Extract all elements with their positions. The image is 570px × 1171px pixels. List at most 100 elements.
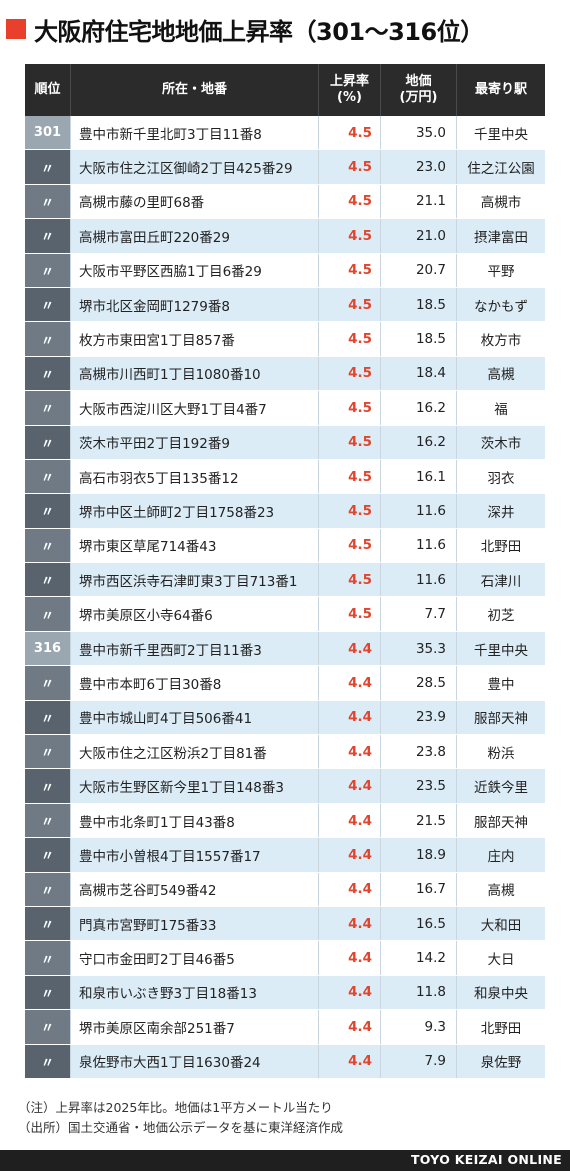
rate-cell: 4.5 [319,322,381,356]
address-cell: 大阪市西淀川区大野1丁目4番7 [71,391,319,425]
rate-cell: 4.5 [319,356,381,391]
price-cell: 18.5 [381,287,457,322]
header-rank: 順位 [25,64,71,116]
station-cell: 大日 [457,941,545,975]
table-row: 〃大阪市住之江区粉浜2丁目81番 4.4 23.8 粉浜 [25,735,545,770]
table-row: 〃茨木市平田2丁目192番9 4.5 16.2 茨木市 [25,425,545,460]
station-cell: 豊中 [457,666,545,700]
header-rate-line2: (%) [337,90,362,105]
price-cell: 23.8 [381,735,457,769]
station-cell: 高槻市 [457,184,545,219]
address-cell: 堺市東区草尾714番43 [71,528,319,563]
rate-cell: 4.5 [319,391,381,425]
price-cell: 7.7 [381,597,457,631]
station-cell: 高槻 [457,872,545,906]
station-cell: 摂津富田 [457,219,545,253]
rank-cell: 〃 [25,769,71,803]
price-cell: 23.0 [381,150,457,184]
price-cell: 21.0 [381,219,457,253]
header-rate-line1: 上昇率 [329,74,369,89]
rate-cell: 4.4 [319,631,381,666]
station-cell: 高槻 [457,356,545,391]
address-cell: 豊中市城山町4丁目506番41 [71,700,319,735]
price-cell: 16.2 [381,425,457,459]
station-cell: なかもず [457,287,545,322]
table-row: 〃堺市中区土師町2丁目1758番23 4.5 11.6 深井 [25,494,545,529]
station-cell: 泉佐野 [457,1044,545,1078]
table-header: 順位 所在・地番 上昇率 (%) 地価 (万円) 最寄り駅 [25,64,545,116]
address-cell: 豊中市北条町1丁目43番8 [71,803,319,838]
address-cell: 堺市美原区小寺64番6 [71,597,319,631]
table-row: 〃堺市北区金岡町1279番8 4.5 18.5 なかもず [25,287,545,323]
rate-cell: 4.5 [319,459,381,494]
address-cell: 堺市中区土師町2丁目1758番23 [71,494,319,528]
rank-cell: 〃 [25,287,71,322]
address-cell: 豊中市新千里西町2丁目11番3 [71,631,319,666]
rate-cell: 4.4 [319,769,381,803]
rank-cell: 〃 [25,906,71,941]
rank-cell: 〃 [25,975,71,1010]
rank-cell: 〃 [25,459,71,494]
rank-cell: 〃 [25,1044,71,1078]
price-cell: 16.5 [381,906,457,941]
station-cell: 北野田 [457,1010,545,1044]
address-cell: 高槻市芝谷町549番42 [71,872,319,906]
station-cell: 北野田 [457,528,545,563]
rank-cell: 〃 [25,150,71,184]
table-row: 〃高石市羽衣5丁目135番12 4.5 16.1 羽衣 [25,459,545,495]
table-row: 〃門真市宮野町175番33 4.4 16.5 大和田 [25,906,545,942]
address-cell: 守口市金田町2丁目46番5 [71,941,319,975]
address-cell: 大阪市生野区新今里1丁目148番3 [71,769,319,803]
address-cell: 大阪市住之江区粉浜2丁目81番 [71,735,319,769]
rank-cell: 〃 [25,425,71,459]
table-row: 〃堺市美原区小寺64番6 4.5 7.7 初芝 [25,597,545,632]
price-cell: 11.6 [381,528,457,563]
table-row: 316 豊中市新千里西町2丁目11番3 4.4 35.3 千里中央 [25,631,545,667]
rate-cell: 4.4 [319,975,381,1010]
table-row: 〃豊中市北条町1丁目43番8 4.4 21.5 服部天神 [25,803,545,839]
address-cell: 茨木市平田2丁目192番9 [71,425,319,459]
station-cell: 平野 [457,253,545,287]
rank-cell: 〃 [25,872,71,906]
source-text: （出所）国土交通省・地価公示データを基に東洋経済作成 [18,1120,344,1135]
title-bar: 大阪府住宅地地価上昇率（301〜316位） [6,6,484,52]
rank-cell: 〃 [25,838,71,872]
price-cell: 9.3 [381,1010,457,1044]
price-cell: 11.6 [381,494,457,528]
station-cell: 千里中央 [457,631,545,666]
rate-cell: 4.4 [319,838,381,872]
rank-cell: 〃 [25,735,71,769]
rate-cell: 4.4 [319,666,381,700]
table-row: 〃大阪市住之江区御崎2丁目425番29 4.5 23.0 住之江公園 [25,150,545,185]
table-row: 〃堺市東区草尾714番43 4.5 11.6 北野田 [25,528,545,564]
rate-cell: 4.4 [319,1010,381,1044]
station-cell: 枚方市 [457,322,545,356]
rank-cell: 〃 [25,941,71,975]
rank-cell: 〃 [25,356,71,391]
station-cell: 粉浜 [457,735,545,769]
price-cell: 20.7 [381,253,457,287]
station-cell: 和泉中央 [457,975,545,1010]
rate-cell: 4.4 [319,803,381,838]
price-cell: 21.5 [381,803,457,838]
address-cell: 高槻市藤の里町68番 [71,184,319,219]
price-cell: 14.2 [381,941,457,975]
rate-cell: 4.4 [319,1044,381,1078]
header-rate: 上昇率 (%) [319,64,381,116]
rate-cell: 4.4 [319,941,381,975]
header-station: 最寄り駅 [474,82,527,97]
rate-cell: 4.4 [319,872,381,906]
ranking-table: 順位 所在・地番 上昇率 (%) 地価 (万円) 最寄り駅 301 豊中市新千里北町3… [25,64,545,1079]
price-cell: 35.3 [381,631,457,666]
rank-cell: 〃 [25,666,71,700]
station-cell: 住之江公園 [457,150,545,184]
price-cell: 23.9 [381,700,457,735]
price-cell: 11.8 [381,975,457,1010]
table-row: 〃和泉市いぶき野3丁目18番13 4.4 11.8 和泉中央 [25,975,545,1011]
station-cell: 石津川 [457,563,545,597]
rank-cell: 301 [25,116,71,150]
footer-bar: TOYO KEIZAI ONLINE [0,1150,570,1171]
note-text: （注）上昇率は2025年比。地価は1平方メートル当たり [18,1100,333,1115]
rank-cell: 〃 [25,597,71,631]
table-row: 〃守口市金田町2丁目46番5 4.4 14.2 大日 [25,941,545,976]
